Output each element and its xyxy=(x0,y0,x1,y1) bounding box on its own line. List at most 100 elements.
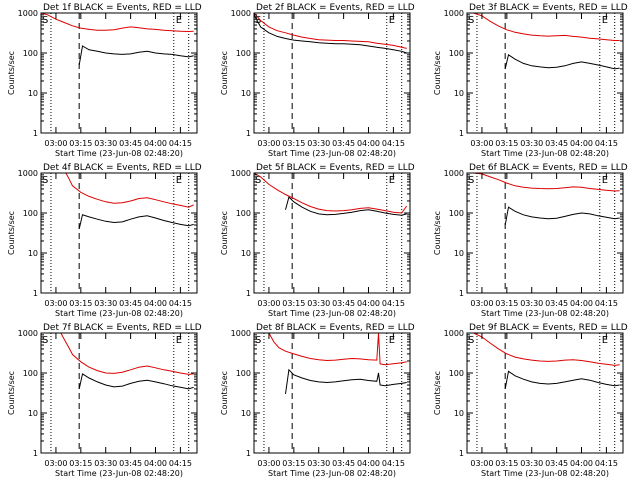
detector-panel: Det 3f BLACK = Events, RED = LLD S E 1 10 100… xyxy=(433,3,628,158)
x-tick-label: 03:15 xyxy=(282,139,305,148)
end-marker: E xyxy=(602,15,608,26)
x-tick-label: 03:15 xyxy=(282,459,305,468)
x-tick-label: 03:30 xyxy=(520,139,543,148)
axis-frame xyxy=(253,332,411,454)
x-tick-label: 04:00 xyxy=(144,139,167,148)
start-marker: S xyxy=(255,335,261,346)
start-marker: S xyxy=(468,335,474,346)
y-tick-label: 100 xyxy=(449,369,464,378)
panel-title: Det 5f BLACK = Events, RED = LLD xyxy=(256,163,415,173)
y-tick-label: 100 xyxy=(236,369,251,378)
y-axis-label: Counts/sec xyxy=(433,51,442,95)
x-tick-label: 03:15 xyxy=(495,139,518,148)
events-series-line xyxy=(78,45,194,66)
start-marker: S xyxy=(255,175,261,186)
y-tick-label: 10 xyxy=(28,89,38,98)
x-tick-label: 03:15 xyxy=(69,459,92,468)
y-tick-label: 1 xyxy=(33,449,38,458)
events-series-line xyxy=(504,370,620,389)
x-axis-label: Start Time (23-Jun-08 02:48:20) xyxy=(55,309,183,318)
y-tick-label: 1000 xyxy=(18,9,38,18)
y-tick-label: 100 xyxy=(23,369,38,378)
y-tick-label: 1000 xyxy=(231,169,251,178)
x-tick-label: 03:15 xyxy=(69,139,92,148)
y-axis-label: Counts/sec xyxy=(220,51,229,95)
x-tick-label: 03:00 xyxy=(44,299,67,308)
x-tick-label: 03:30 xyxy=(307,299,330,308)
y-tick-label: 100 xyxy=(236,209,251,218)
start-marker: S xyxy=(468,175,474,186)
y-tick-label: 1000 xyxy=(444,169,464,178)
x-axis-label: Start Time (23-Jun-08 02:48:20) xyxy=(481,309,609,318)
lld-series-line xyxy=(467,13,620,41)
start-marker: S xyxy=(42,15,48,26)
y-tick-label: 10 xyxy=(454,249,464,258)
axis-frame xyxy=(40,332,198,454)
x-axis-label: Start Time (23-Jun-08 02:48:20) xyxy=(268,309,396,318)
y-tick-label: 10 xyxy=(241,89,251,98)
x-tick-label: 03:00 xyxy=(44,459,67,468)
start-marker: S xyxy=(255,15,261,26)
lld-series-line xyxy=(65,173,194,208)
x-tick-label: 03:45 xyxy=(332,139,355,148)
x-tick-label: 04:00 xyxy=(570,299,593,308)
detector-panel: Det 2f BLACK = Events, RED = LLD S E 1 10 100… xyxy=(220,3,415,158)
start-marker: S xyxy=(468,15,474,26)
axis-frame xyxy=(40,12,198,134)
lld-series-line xyxy=(467,333,620,366)
detector-panel: Det 9f BLACK = Events, RED = LLD S E 1 10 100… xyxy=(433,323,628,478)
x-tick-label: 04:00 xyxy=(357,139,380,148)
x-tick-label: 04:15 xyxy=(595,139,618,148)
x-tick-label: 04:15 xyxy=(169,299,192,308)
panel-title: Det 6f BLACK = Events, RED = LLD xyxy=(469,163,628,173)
x-axis-label: Start Time (23-Jun-08 02:48:20) xyxy=(55,149,183,158)
y-tick-label: 10 xyxy=(28,249,38,258)
x-tick-label: 03:30 xyxy=(94,459,117,468)
y-axis-label: Counts/sec xyxy=(220,211,229,255)
x-tick-label: 03:00 xyxy=(470,139,493,148)
x-tick-label: 04:00 xyxy=(144,299,167,308)
end-marker: E xyxy=(176,15,182,26)
x-tick-label: 03:45 xyxy=(332,299,355,308)
x-tick-label: 03:00 xyxy=(470,459,493,468)
lld-series-line xyxy=(60,333,194,375)
x-tick-label: 03:30 xyxy=(307,139,330,148)
panel-title: Det 9f BLACK = Events, RED = LLD xyxy=(469,323,628,333)
lld-series-line xyxy=(254,13,407,49)
x-tick-label: 03:00 xyxy=(470,299,493,308)
panel-title: Det 2f BLACK = Events, RED = LLD xyxy=(256,3,415,13)
y-tick-label: 10 xyxy=(241,249,251,258)
y-tick-label: 1000 xyxy=(18,169,38,178)
axis-frame xyxy=(253,12,411,134)
detector-panel: Det 4f BLACK = Events, RED = LLD S E 1 10 100… xyxy=(7,163,202,318)
x-tick-label: 03:15 xyxy=(495,299,518,308)
x-axis-label: Start Time (23-Jun-08 02:48:20) xyxy=(55,469,183,478)
y-axis-label: Counts/sec xyxy=(7,371,16,415)
axis-frame xyxy=(466,332,624,454)
end-marker: E xyxy=(389,175,395,186)
end-marker: E xyxy=(602,175,608,186)
x-tick-label: 04:00 xyxy=(570,459,593,468)
y-axis-label: Counts/sec xyxy=(433,371,442,415)
x-tick-label: 03:15 xyxy=(282,299,305,308)
x-tick-label: 04:15 xyxy=(169,139,192,148)
panel-title: Det 1f BLACK = Events, RED = LLD xyxy=(43,3,202,13)
axis-frame xyxy=(466,12,624,134)
events-series-line xyxy=(254,14,407,54)
y-tick-label: 1 xyxy=(33,129,38,138)
lld-series-line xyxy=(467,173,620,192)
y-tick-label: 1 xyxy=(246,449,251,458)
y-tick-label: 1000 xyxy=(231,9,251,18)
detector-panel: Det 5f BLACK = Events, RED = LLD S E 1 10 100… xyxy=(220,163,415,318)
x-axis-label: Start Time (23-Jun-08 02:48:20) xyxy=(268,149,396,158)
events-series-line xyxy=(504,53,620,70)
end-marker: E xyxy=(176,175,182,186)
x-tick-label: 04:15 xyxy=(382,459,405,468)
x-tick-label: 03:45 xyxy=(119,139,142,148)
y-tick-label: 100 xyxy=(23,49,38,58)
y-tick-label: 100 xyxy=(449,49,464,58)
panel-title: Det 7f BLACK = Events, RED = LLD xyxy=(43,323,202,333)
y-tick-label: 10 xyxy=(28,409,38,418)
x-tick-label: 03:30 xyxy=(307,459,330,468)
detector-panel: Det 8f BLACK = Events, RED = LLD S E 1 10 100… xyxy=(220,323,415,478)
